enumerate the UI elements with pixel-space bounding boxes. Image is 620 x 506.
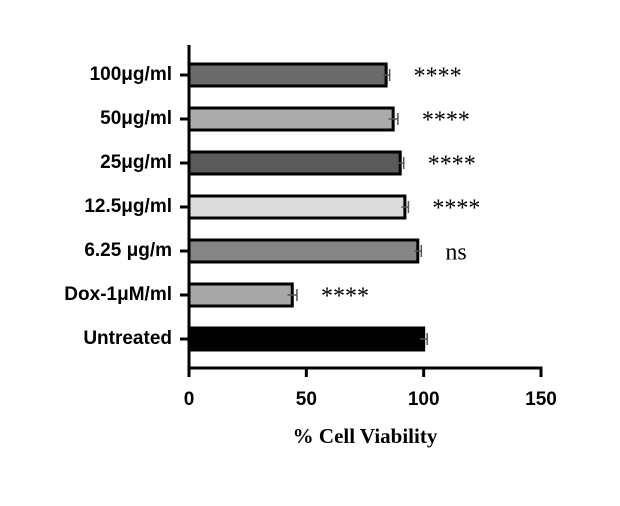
error-bar [396,157,405,169]
error-bar [401,201,410,213]
bar [187,106,395,132]
significance-label: ns [445,240,466,266]
y-tick-label: 50μg/ml [100,108,172,129]
x-tick-label: 50 [296,389,317,410]
y-tick-label: Untreated [83,328,172,349]
error-bar [420,333,428,345]
bar [187,150,402,176]
bar [187,194,407,220]
significance-label: **** [428,152,476,178]
x-tick-label: 150 [525,389,557,410]
significance-label: **** [422,108,470,134]
significance-label: **** [321,284,369,310]
y-tick-label: Dox-1μM/ml [64,284,172,305]
y-tick-label: 6.25 μg/m [84,240,172,261]
bar [187,326,426,352]
y-tick-label: 12.5μg/ml [84,196,172,217]
y-tick-label: 25μg/ml [100,152,172,173]
error-bar [414,245,423,257]
bar [187,62,388,88]
error-bar [382,69,391,81]
y-tick-label: 100μg/ml [90,64,172,85]
x-tick-label: 100 [408,389,440,410]
error-bar [287,289,298,301]
significance-label: **** [432,196,480,222]
x-tick-label: 0 [184,389,195,410]
bar [187,238,420,264]
significance-label: **** [414,64,462,90]
x-axis-label: % Cell Viability [293,424,438,448]
bar [187,282,294,308]
error-bar [388,113,399,125]
